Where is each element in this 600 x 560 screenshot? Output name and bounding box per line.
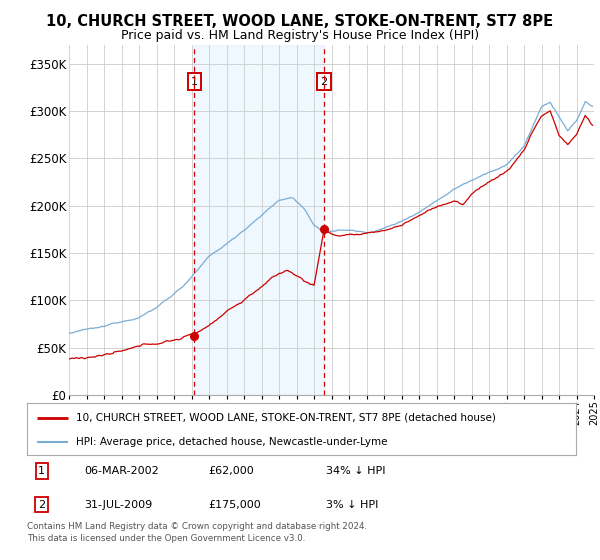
Text: Price paid vs. HM Land Registry's House Price Index (HPI): Price paid vs. HM Land Registry's House … (121, 29, 479, 42)
Text: 06-MAR-2002: 06-MAR-2002 (85, 466, 160, 476)
Text: 2: 2 (320, 77, 328, 87)
Text: 31-JUL-2009: 31-JUL-2009 (85, 500, 153, 510)
Text: 1: 1 (191, 77, 198, 87)
Text: 10, CHURCH STREET, WOOD LANE, STOKE-ON-TRENT, ST7 8PE: 10, CHURCH STREET, WOOD LANE, STOKE-ON-T… (46, 14, 554, 29)
Bar (194, 45, 324, 395)
Text: 3% ↓ HPI: 3% ↓ HPI (326, 500, 379, 510)
Text: HPI: Average price, detached house, Newcastle-under-Lyme: HPI: Average price, detached house, Newc… (76, 437, 388, 447)
Text: 34% ↓ HPI: 34% ↓ HPI (326, 466, 386, 476)
Text: 2: 2 (38, 500, 46, 510)
Text: 10, CHURCH STREET, WOOD LANE, STOKE-ON-TRENT, ST7 8PE (detached house): 10, CHURCH STREET, WOOD LANE, STOKE-ON-T… (76, 413, 496, 423)
Text: £175,000: £175,000 (208, 500, 261, 510)
Text: Contains HM Land Registry data © Crown copyright and database right 2024.
This d: Contains HM Land Registry data © Crown c… (27, 522, 367, 543)
Text: £62,000: £62,000 (208, 466, 254, 476)
Text: 1: 1 (38, 466, 46, 476)
